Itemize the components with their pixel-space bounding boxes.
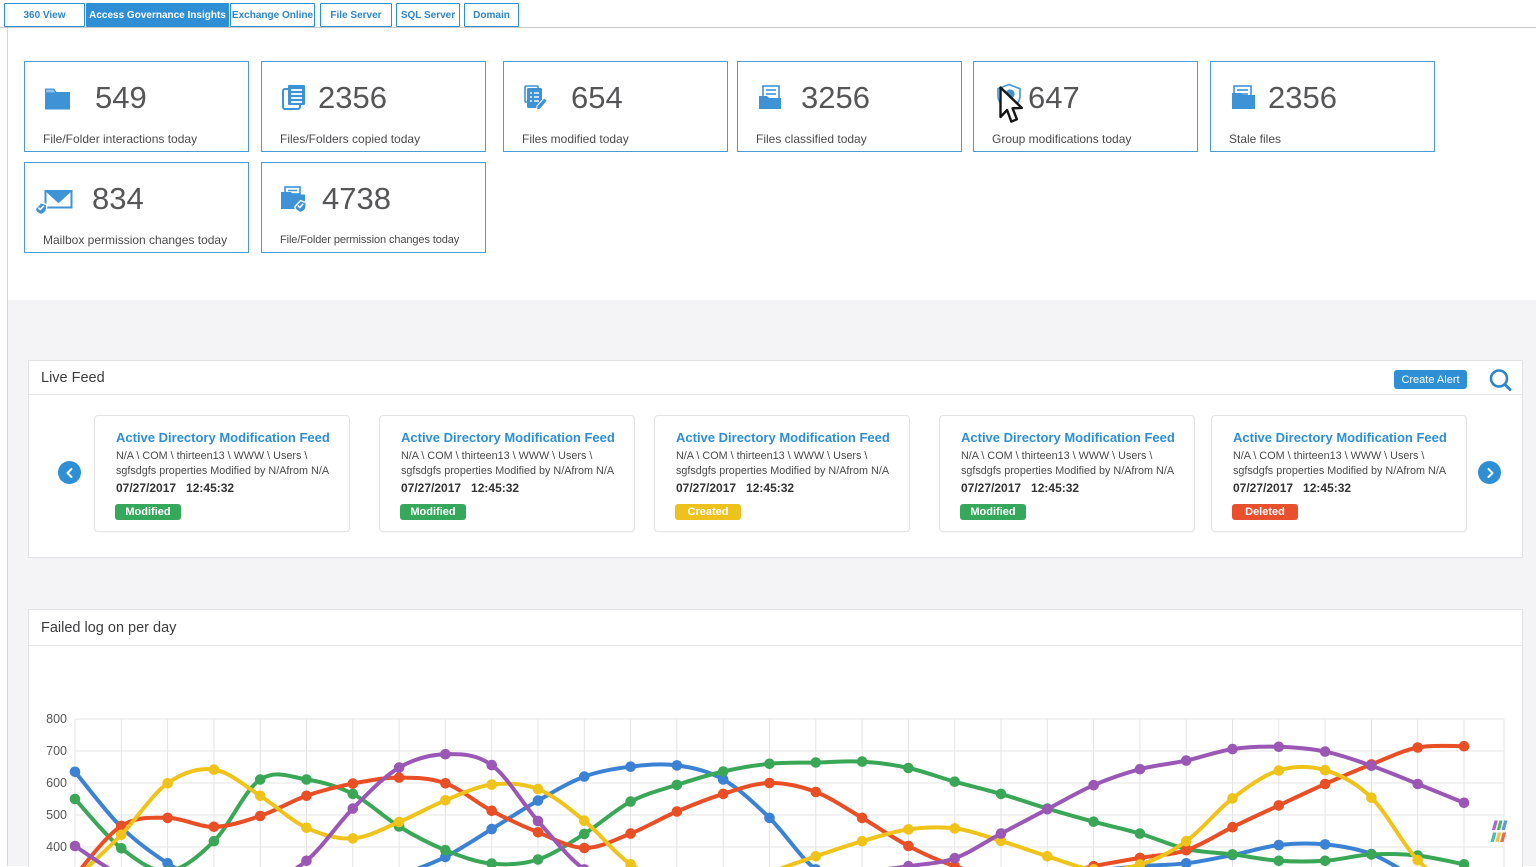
svg-text:400: 400: [46, 840, 67, 854]
svg-text:600: 600: [46, 776, 67, 790]
svg-text:700: 700: [46, 744, 67, 758]
svg-text:800: 800: [46, 712, 67, 726]
svg-text:500: 500: [46, 808, 67, 822]
